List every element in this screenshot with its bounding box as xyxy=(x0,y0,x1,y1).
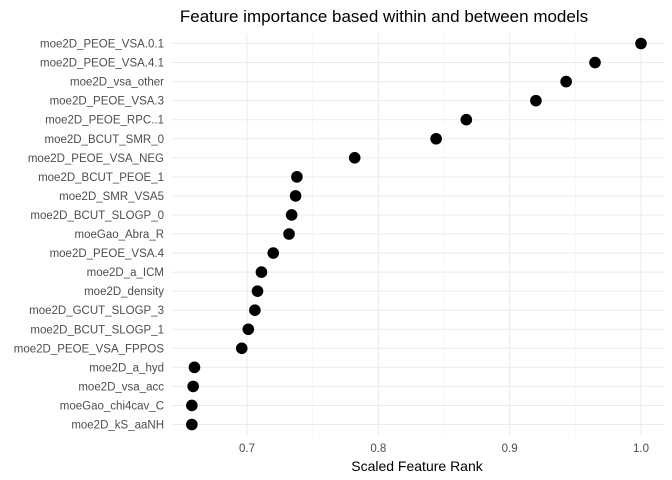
data-point xyxy=(291,171,303,183)
x-axis-title: Scaled Feature Rank xyxy=(351,458,484,474)
chart-title: Feature importance based within and betw… xyxy=(180,7,588,26)
y-tick-label: moeGao_Abra_R xyxy=(75,229,165,241)
y-tick-label: moe2D_vsa_acc xyxy=(78,381,164,393)
data-point xyxy=(267,247,280,259)
y-tick-label: moe2D_SMR_VSA5 xyxy=(59,191,164,203)
y-tick-label: moe2D_PEOE_VSA_NEG xyxy=(28,153,164,165)
y-tick-label: moe2D_PEOE_VSA.4.1 xyxy=(40,58,164,70)
y-tick-label: moe2D_BCUT_SLOGP_0 xyxy=(30,210,164,222)
y-tick-label: moe2D_BCUT_SMR_0 xyxy=(44,134,164,146)
y-tick-label: moe2D_a_ICM xyxy=(87,267,164,279)
data-point xyxy=(188,361,201,374)
data-point xyxy=(283,228,295,240)
y-tick-label: moe2D_kS_aaNH xyxy=(71,420,164,432)
grid-layer xyxy=(172,34,664,436)
data-point xyxy=(589,56,601,69)
y-tick-label: moe2D_PEOE_VSA.0.1 xyxy=(40,39,164,51)
y-tick-label: moe2D_BCUT_PEOE_1 xyxy=(38,172,164,184)
data-point xyxy=(289,190,302,202)
y-tick-label: moe2D_GCUT_SLOGP_3 xyxy=(29,305,164,317)
y-tick-label: moe2D_PEOE_VSA.4 xyxy=(50,248,165,260)
y-tick-label: moe2D_vsa_other xyxy=(70,77,164,89)
x-tick-label: 0.8 xyxy=(370,443,386,455)
data-point xyxy=(251,285,264,297)
data-point xyxy=(285,209,298,221)
y-tick-label: moe2D_PEOE_RPC..1 xyxy=(45,115,164,127)
data-point xyxy=(249,304,261,317)
data-point xyxy=(186,418,198,431)
data-point xyxy=(348,152,361,164)
point-layer xyxy=(186,37,647,431)
y-tick-label: moe2D_PEOE_VSA_FPPOS xyxy=(14,343,165,355)
data-point xyxy=(635,37,647,50)
data-point xyxy=(560,75,572,88)
data-point xyxy=(187,380,199,393)
x-tick-label: 0.9 xyxy=(502,443,518,455)
data-point xyxy=(530,94,542,107)
data-point xyxy=(235,342,248,355)
y-tick-label: moe2D_density xyxy=(84,286,164,298)
y-tick-label: moe2D_a_hyd xyxy=(89,362,164,374)
y-tick-label: moe2D_PEOE_VSA.3 xyxy=(50,96,164,108)
data-point xyxy=(430,132,442,145)
data-point xyxy=(460,113,473,126)
data-point xyxy=(186,399,198,412)
data-point xyxy=(242,323,255,336)
data-point xyxy=(255,266,268,278)
y-tick-label: moeGao_chi4cav_C xyxy=(60,400,164,412)
x-tick-label: 0.7 xyxy=(239,443,255,455)
x-tick-label: 1.0 xyxy=(633,443,649,455)
label-layer: moe2D_PEOE_VSA.0.1 moe2D_PEOE_VSA.4.1 moe2… xyxy=(14,39,649,456)
y-tick-label: moe2D_BCUT_SLOGP_1 xyxy=(30,324,164,336)
